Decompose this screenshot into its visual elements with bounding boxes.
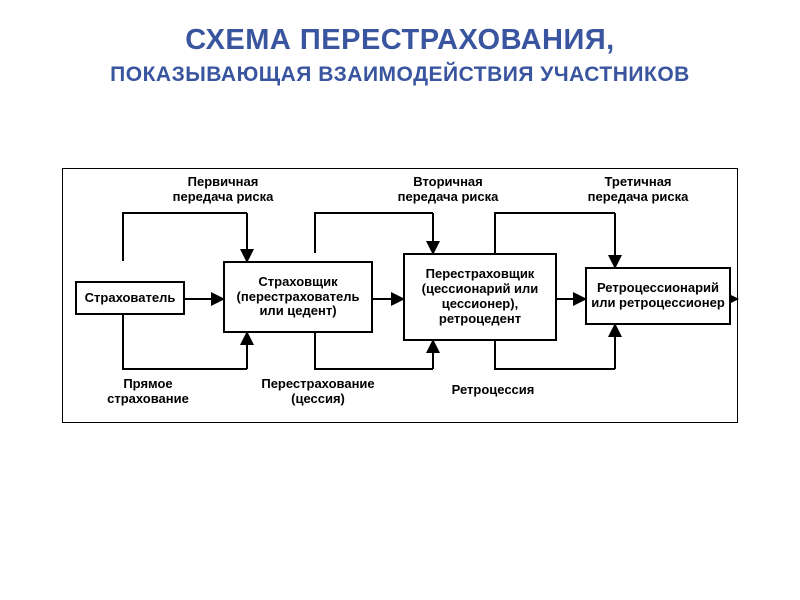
- title-block: СХЕМА ПЕРЕСТРАХОВАНИЯ, ПОКАЗЫВАЮЩАЯ ВЗАИ…: [0, 0, 800, 87]
- title-line-1: СХЕМА ПЕРЕСТРАХОВАНИЯ,: [0, 24, 800, 57]
- top-label: Вторичная передача риска: [383, 175, 513, 205]
- flow-node-n3: Перестраховщик (цессионарий или цессионе…: [403, 253, 557, 341]
- flow-node-n2: Страховщик (перестрахователь или цедент): [223, 261, 373, 333]
- bottom-label: Прямое страхование: [93, 377, 203, 407]
- title-line-2: ПОКАЗЫВАЮЩАЯ ВЗАИМОДЕЙСТВИЯ УЧАСТНИКОВ: [0, 63, 800, 87]
- reinsurance-flowchart: Страхователь Страховщик (перестрахователь…: [62, 168, 738, 423]
- bottom-label: Перестрахование (цессия): [243, 377, 393, 407]
- top-label: Третичная передача риска: [573, 175, 703, 205]
- flow-node-n1: Страхователь: [75, 281, 185, 315]
- bottom-label: Ретроцессия: [433, 383, 553, 398]
- flow-node-n4: Ретроцессионарий или ретроцессионер: [585, 267, 731, 325]
- top-label: Первичная передача риска: [158, 175, 288, 205]
